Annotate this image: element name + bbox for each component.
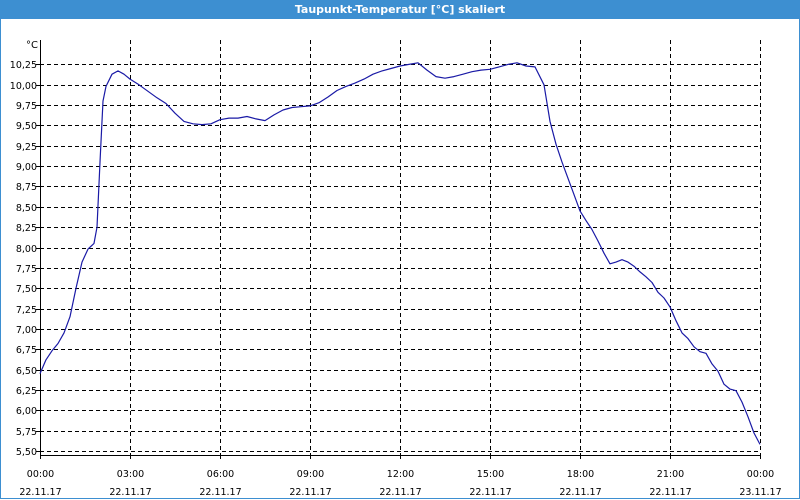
x-tick-date-label: 22.11.17 <box>379 487 421 498</box>
y-tick-label: 6,50 <box>16 366 37 377</box>
y-tick-label: 6,00 <box>16 406 37 417</box>
x-tick-date-label: 23.11.17 <box>739 487 781 498</box>
dew-point-series-line <box>39 62 761 445</box>
y-tick-label: 9,00 <box>16 162 37 173</box>
y-tick-label: 7,75 <box>16 264 37 275</box>
x-tick-time-label: 00:00 <box>747 469 774 480</box>
grid-lines <box>40 40 761 455</box>
series-layer <box>39 62 761 445</box>
y-tick-label: 5,75 <box>16 427 37 438</box>
y-tick-label: 7,25 <box>16 305 37 316</box>
x-tick-time-label: 15:00 <box>477 469 504 480</box>
x-tick-date-label: 22.11.17 <box>469 487 511 498</box>
y-tick-label: 8,25 <box>16 223 37 234</box>
y-tick-label: 7,50 <box>16 284 37 295</box>
x-tick-date-label: 22.11.17 <box>19 487 61 498</box>
y-tick-label: 6,25 <box>16 386 37 397</box>
x-tick-date-label: 22.11.17 <box>559 487 601 498</box>
x-tick-time-label: 12:00 <box>387 469 414 480</box>
y-tick-label: 5,50 <box>16 447 37 458</box>
y-tick-label: 10,00 <box>10 81 37 92</box>
x-tick-date-label: 22.11.17 <box>199 487 241 498</box>
y-tick-label: 9,50 <box>16 121 37 132</box>
x-tick-time-label: 09:00 <box>297 469 324 480</box>
y-tick-label: 6,75 <box>16 345 37 356</box>
x-tick-time-label: 21:00 <box>657 469 684 480</box>
x-tick-time-label: 18:00 <box>567 469 594 480</box>
y-tick-label: 8,75 <box>16 182 37 193</box>
x-tick-time-label: 00:00 <box>27 469 54 480</box>
x-tick-date-label: 22.11.17 <box>649 487 691 498</box>
y-tick-label: 9,75 <box>16 101 37 112</box>
y-tick-label: 8,50 <box>16 203 37 214</box>
y-tick-label: 7,00 <box>16 325 37 336</box>
y-tick-label: 10,25 <box>10 60 37 71</box>
window-title: Taupunkt-Temperatur [°C] skaliert <box>0 0 800 19</box>
y-axis-unit-label: °C <box>26 40 38 51</box>
y-tick-label: 8,00 <box>16 244 37 255</box>
axes <box>36 40 761 459</box>
y-tick-labels: 5,50 5,75 6,00 6,25 6,50 6,75 7,00 7,25 7,50 7,75… <box>10 60 37 458</box>
y-tick-label: 9,25 <box>16 142 37 153</box>
x-tick-labels: 00:00 22.11.17 03:00 22.11.17 06:00 22.11.17 0… <box>19 469 781 498</box>
x-tick-time-label: 06:00 <box>207 469 234 480</box>
x-tick-date-label: 22.11.17 <box>289 487 331 498</box>
x-tick-date-label: 22.11.17 <box>109 487 151 498</box>
x-tick-time-label: 03:00 <box>117 469 144 480</box>
